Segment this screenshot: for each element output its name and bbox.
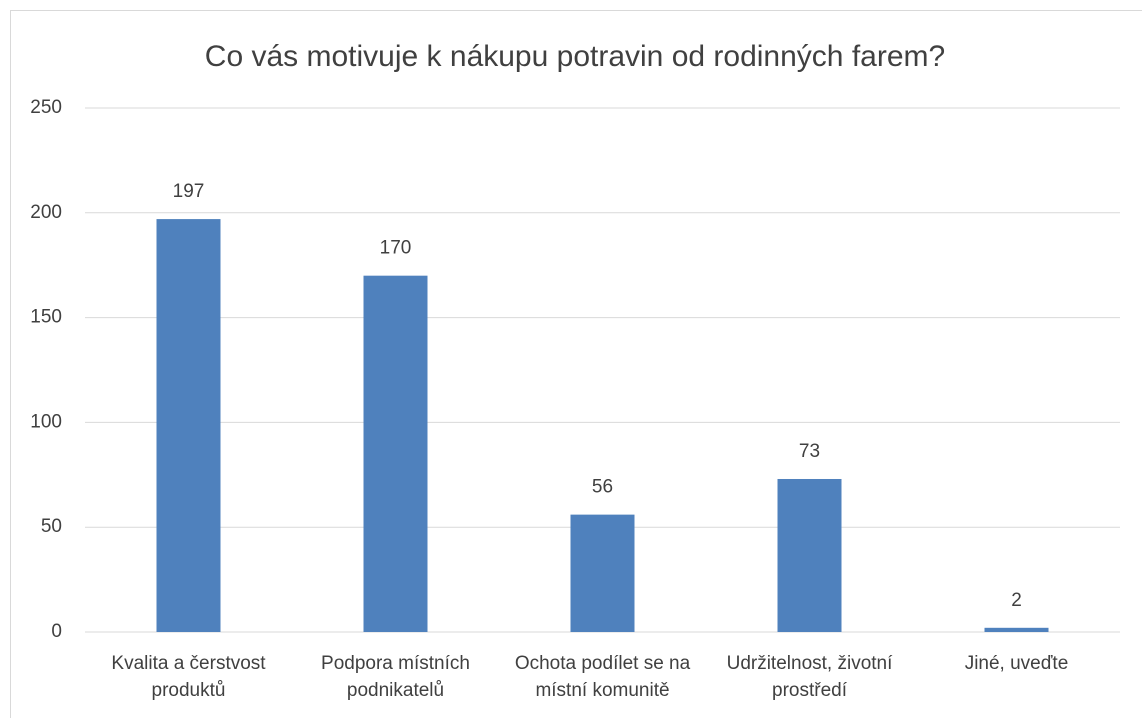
y-tick-label: 100 [30,411,62,432]
bar [156,219,221,632]
y-tick-label: 0 [51,621,62,642]
x-tick-label: Udržitelnost, životní prostředí [726,653,893,701]
y-tick-label: 50 [41,516,62,537]
bar [363,275,428,632]
data-label: 170 [380,238,412,259]
x-tick-label: Jiné, uveďte [964,653,1069,674]
x-tick-label: Kvalita a čerstvost produktů [111,653,266,701]
data-label: 56 [592,477,613,498]
x-tick-label: Ochota podílet se na místní komunitě [514,653,691,701]
x-tick-label: Podpora místních podnikatelů [321,653,470,701]
chart-border [10,10,1142,718]
y-tick-label: 250 [30,97,62,118]
data-label: 197 [173,181,205,202]
data-label: 2 [1011,590,1022,611]
bar [570,514,635,632]
bar [984,627,1049,632]
chart-title: Co vás motivuje k nákupu potravin od rod… [205,40,945,73]
y-tick-label: 200 [30,202,62,223]
data-label: 73 [799,441,820,462]
bar [777,478,842,632]
y-tick-label: 150 [30,307,62,328]
